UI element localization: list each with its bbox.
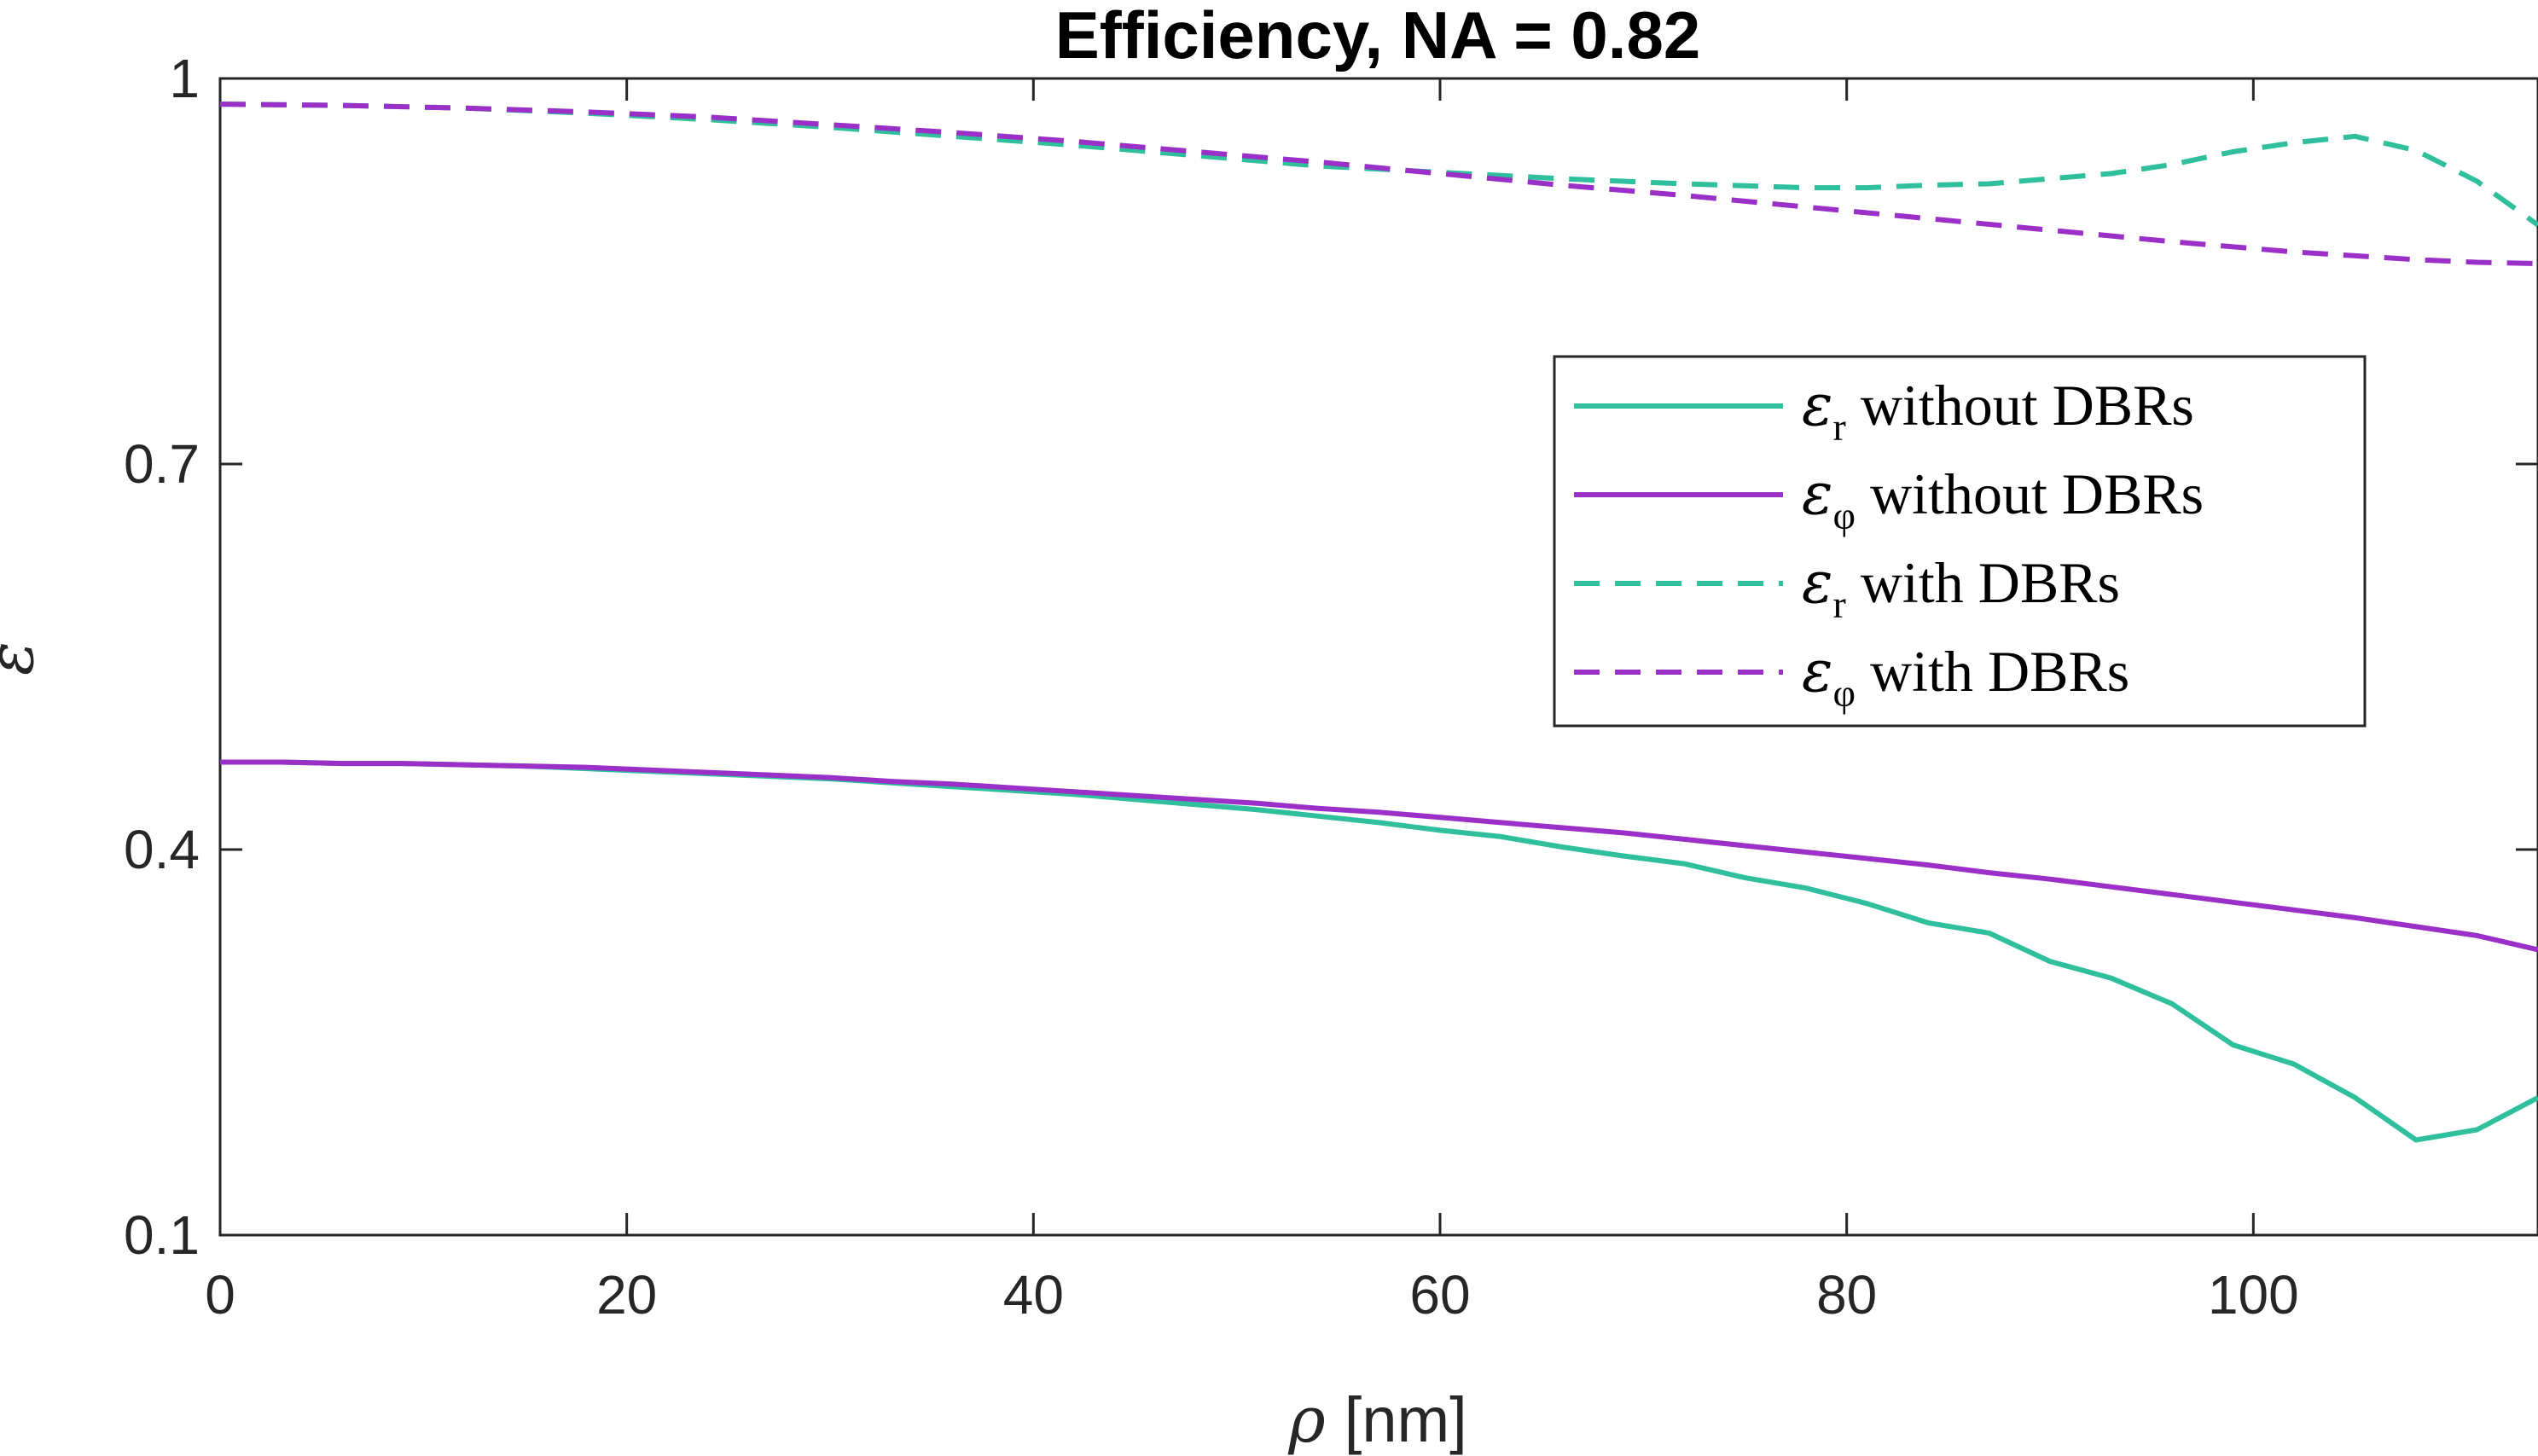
legend-label-4: εφ with DBRs xyxy=(1802,638,2129,715)
x-tick-label: 20 xyxy=(596,1264,657,1325)
y-tick-label: 0.7 xyxy=(124,433,200,495)
y-tick-label: 0.1 xyxy=(124,1204,200,1266)
y-tick-label: 0.4 xyxy=(124,819,200,880)
axis-ticks xyxy=(218,77,2538,1237)
legend-label-2: εφ without DBRs xyxy=(1802,461,2204,537)
legend-label-3: εr with DBRs xyxy=(1802,549,2120,626)
x-axis-symbol: ρ xyxy=(1287,1383,1326,1456)
x-axis-unit: [nm] xyxy=(1345,1384,1467,1455)
chart-title: Efficiency, NA = 0.82 xyxy=(1055,0,1701,73)
x-tick-label: 0 xyxy=(205,1264,235,1325)
x-tick-label: 100 xyxy=(2208,1264,2299,1325)
series-line-2 xyxy=(220,759,2538,953)
x-tick-label: 40 xyxy=(1003,1264,1064,1325)
legend: εr without DBRs εφ without DBRs εr with DB… xyxy=(1553,355,2367,728)
series-line-3 xyxy=(219,102,2538,228)
x-tick-label: 60 xyxy=(1409,1264,1470,1325)
legend-box xyxy=(1553,355,2367,728)
axis-tick-labels: 0 20 40 60 80 100 0.1 0.4 0.7 1 xyxy=(124,48,2299,1325)
x-axis-label: ρ [nm] xyxy=(1287,1383,1466,1456)
series-layer xyxy=(219,102,2538,1143)
legend-label-1: εr without DBRs xyxy=(1802,372,2194,449)
y-axis-label: ε xyxy=(0,641,48,676)
x-tick-label: 80 xyxy=(1816,1264,1877,1325)
y-tick-label: 1 xyxy=(169,48,200,109)
